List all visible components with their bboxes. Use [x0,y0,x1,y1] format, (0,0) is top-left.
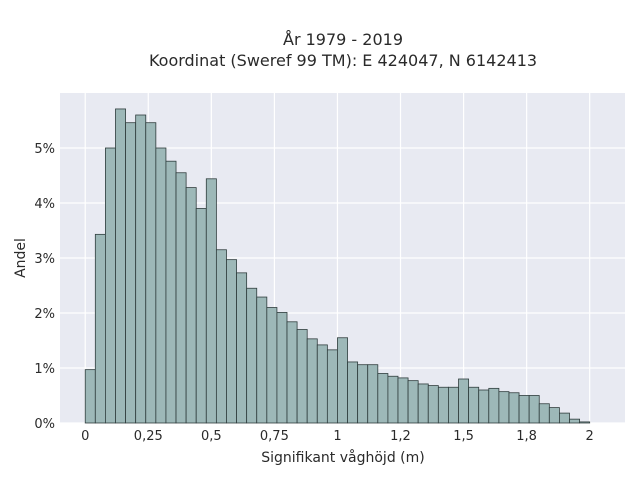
histogram-bar [579,421,591,424]
histogram-bar [326,349,338,424]
chart-title: År 1979 - 2019 [283,30,403,49]
histogram-bar [337,337,348,424]
histogram-bar [276,312,288,424]
y-tick-label: 5% [34,142,55,157]
histogram-bar [215,249,227,424]
histogram-bar [347,361,359,424]
histogram-bar [256,296,268,424]
x-tick-label: 0,75 [260,429,289,444]
bars [84,108,591,424]
histogram-bar [548,407,560,424]
x-axis-ticks: 0 0,25 0,5 0,75 1 1,2 1,5 1,8 2 [81,429,594,444]
histogram-bar [175,172,187,424]
histogram-bar [266,307,278,424]
histogram-bar [185,187,197,424]
histogram-bar [145,122,157,424]
y-tick-label: 2% [34,307,55,322]
x-tick-label: 1 [333,429,341,444]
y-tick-label: 4% [34,197,55,212]
histogram-bar [155,147,167,424]
x-tick-label: 2 [586,429,594,444]
histogram-bar [165,160,177,424]
histogram-bar [115,108,126,424]
histogram-bar [518,395,530,424]
histogram-bar [306,338,318,424]
histogram-bar [468,386,480,424]
x-tick-label: 1,2 [390,429,411,444]
histogram-bar [407,380,419,424]
histogram-bar [296,329,308,424]
histogram-bar [387,375,399,424]
histogram-bar [427,385,439,424]
histogram-bar [226,259,237,424]
histogram-bar [236,272,248,424]
histogram-bar [195,208,207,424]
histogram-bar [316,344,328,424]
histogram-bar [105,147,116,424]
histogram-bar [205,178,217,424]
histogram-bar [367,364,379,424]
histogram-bar [397,377,409,424]
histogram-bar [357,364,369,424]
histogram-bar [508,392,520,424]
x-tick-label: 0,25 [134,429,163,444]
chart-subtitle: Koordinat (Sweref 99 TM): E 424047, N 61… [149,51,537,70]
histogram-bar [246,287,258,424]
histogram-bar [538,403,550,424]
histogram-bar [478,389,490,424]
histogram-bar [125,122,137,424]
histogram-bar [569,418,580,424]
histogram-bar [135,114,147,424]
histogram-bar [498,391,510,424]
histogram-bar [488,387,500,424]
histogram-bar [437,386,449,424]
histogram-bar [559,412,570,424]
y-tick-label: 3% [34,252,55,267]
histogram-bar [286,321,298,424]
x-tick-label: 1,5 [453,429,474,444]
histogram-bar [528,395,540,424]
x-tick-label: 1,8 [516,429,537,444]
y-tick-label: 1% [34,362,55,377]
x-tick-label: 0 [81,429,89,444]
y-tick-label: 0% [34,417,55,432]
histogram-bar [84,369,96,424]
y-axis-ticks: 0% 1% 2% 3% 4% 5% [34,142,55,432]
histogram-bar [94,233,106,424]
histogram-bar [448,386,459,424]
x-axis-title: Signifikant våghöjd (m) [261,449,424,466]
histogram-bar [458,378,470,424]
y-axis-title: Andel [13,238,29,278]
histogram-bar [377,373,389,424]
histogram-bar [417,383,429,424]
x-tick-label: 0,5 [201,429,222,444]
